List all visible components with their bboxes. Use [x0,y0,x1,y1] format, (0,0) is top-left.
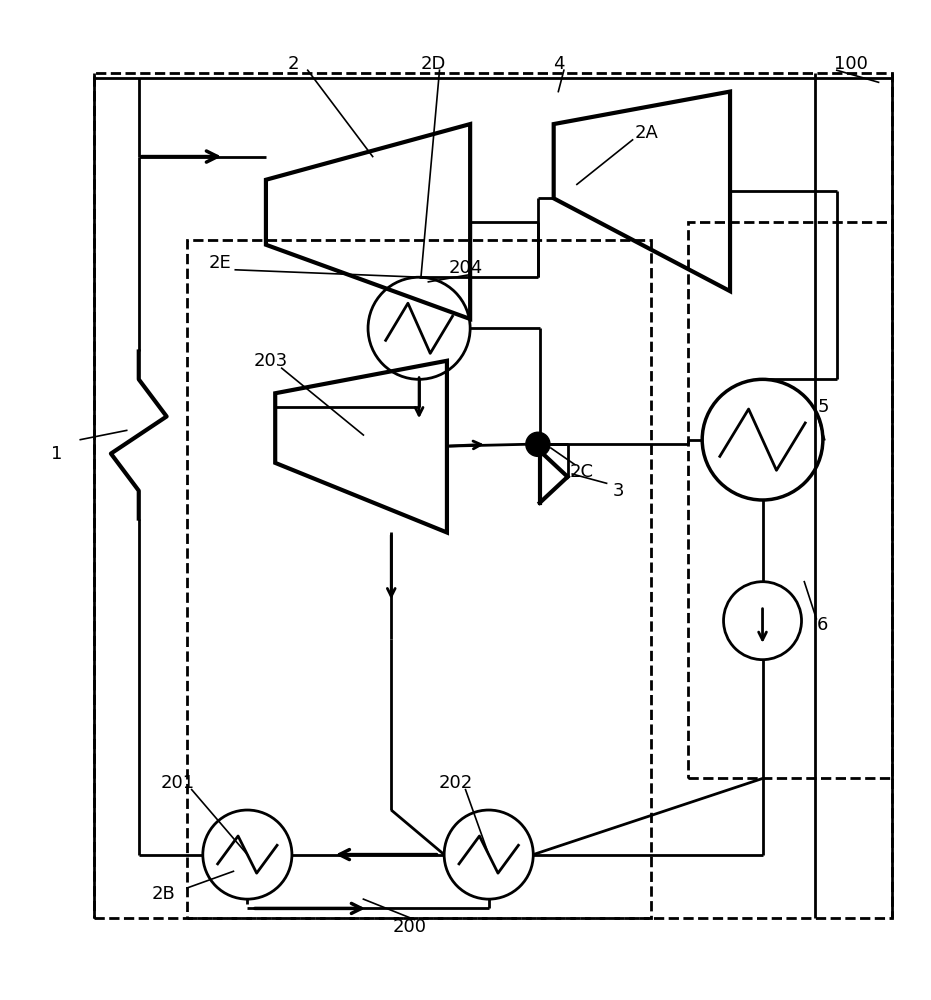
Bar [688,222,893,778]
Text: 204: 204 [449,259,482,277]
Text: 6: 6 [817,616,829,634]
Text: 100: 100 [834,55,868,73]
Text: 203: 203 [253,352,288,370]
Text: 4: 4 [553,55,564,73]
Bar [94,73,893,918]
Bar [187,240,651,918]
Text: 5: 5 [817,398,829,416]
Text: 3: 3 [613,482,625,500]
Text: 2: 2 [288,55,300,73]
Text: 2E: 2E [209,254,231,272]
Text: 2D: 2D [420,55,446,73]
Text: 2C: 2C [570,463,594,481]
Text: 202: 202 [439,774,473,792]
Text: 2B: 2B [152,885,176,903]
Text: 200: 200 [393,918,426,936]
Text: 2A: 2A [635,124,658,142]
Text: 1: 1 [51,445,62,463]
Text: 201: 201 [161,774,195,792]
Circle shape [526,432,550,456]
